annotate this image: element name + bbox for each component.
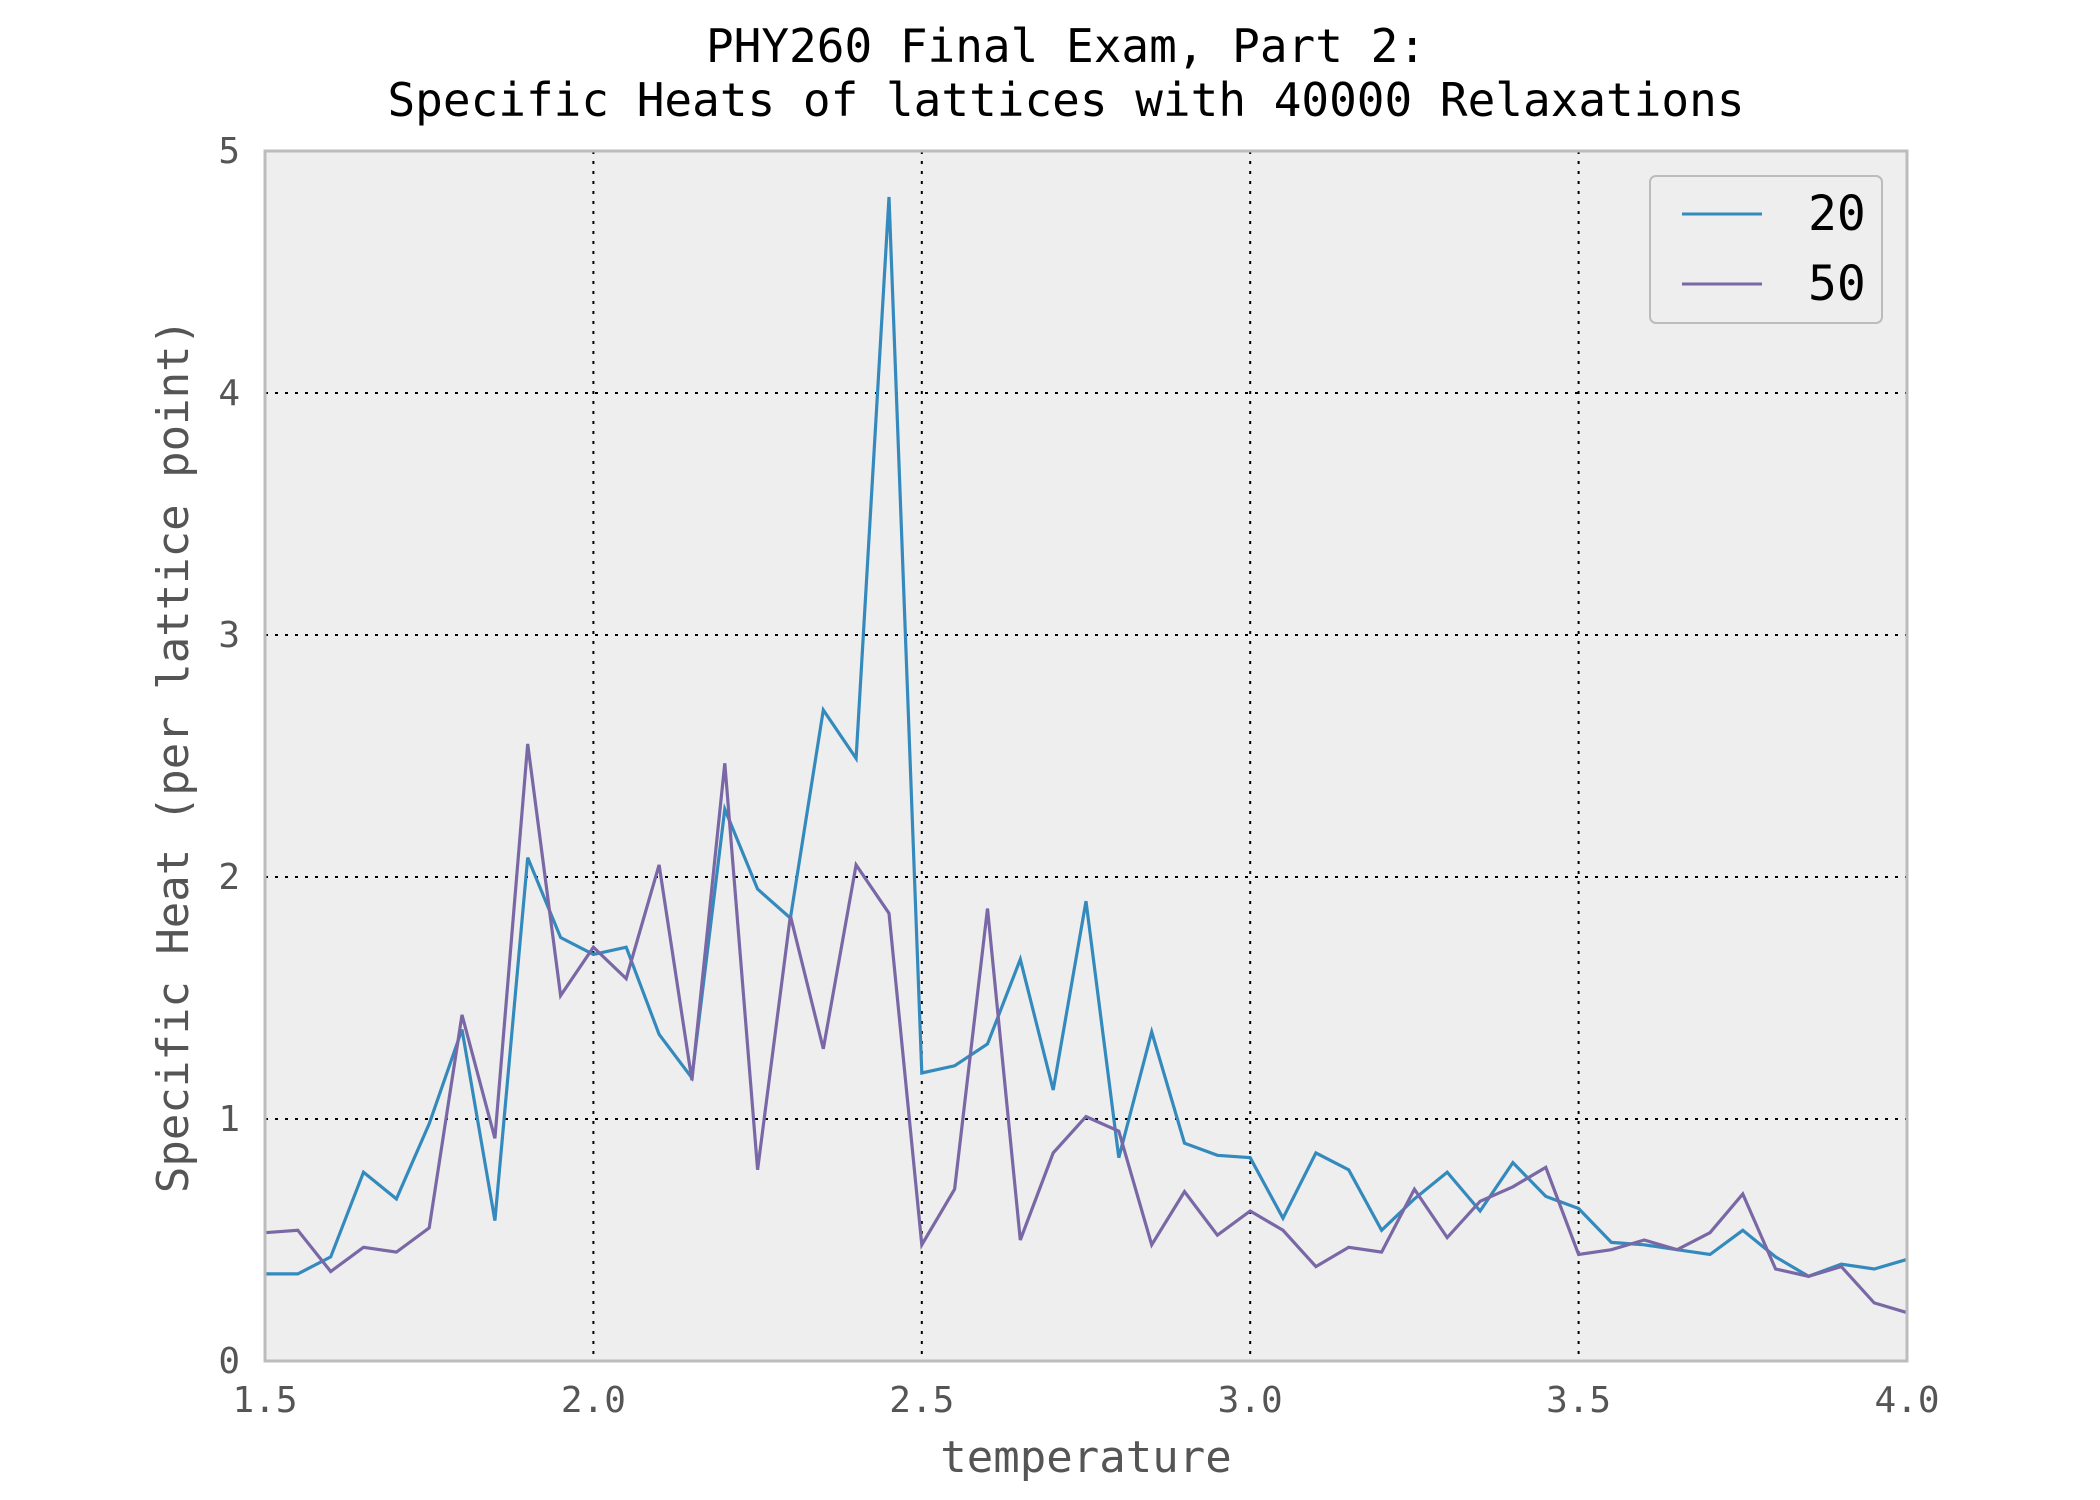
y-axis-label: Specific Heat (per lattice point)	[148, 319, 199, 1193]
plot-frame	[263, 149, 1909, 1363]
chart-title: PHY260 Final Exam, Part 2:	[706, 19, 1426, 73]
legend-label-50: 50	[1808, 256, 1866, 312]
y-tick-label: 1	[218, 1099, 240, 1140]
x-tick-label: 3.0	[1218, 1380, 1283, 1421]
series-line-50	[264, 743, 1908, 1315]
series-layer	[264, 196, 1908, 1315]
legend-label-20: 20	[1808, 186, 1866, 242]
y-tick-label: 0	[218, 1341, 240, 1382]
x-tick-label: 4.0	[1874, 1380, 1939, 1421]
x-tick-label: 1.5	[232, 1380, 297, 1421]
ticks: 1.5 2.0 2.5 3.0 3.5 4.0 0 1 2 3 4 5	[218, 131, 1939, 1421]
x-tick-label: 2.5	[889, 1380, 954, 1421]
y-tick-label: 4	[218, 373, 240, 414]
plot-area	[265, 151, 1907, 1361]
y-tick-label: 5	[218, 131, 240, 172]
chart-subtitle: Specific Heats of lattices with 40000 Re…	[387, 73, 1744, 127]
grid	[265, 151, 1907, 1361]
y-tick-label: 2	[218, 857, 240, 898]
x-axis-label: temperature	[940, 1432, 1231, 1483]
y-tick-label: 3	[218, 615, 240, 656]
x-tick-label: 2.0	[561, 1380, 626, 1421]
x-tick-label: 3.5	[1546, 1380, 1611, 1421]
legend: 20 50	[1649, 175, 1883, 324]
